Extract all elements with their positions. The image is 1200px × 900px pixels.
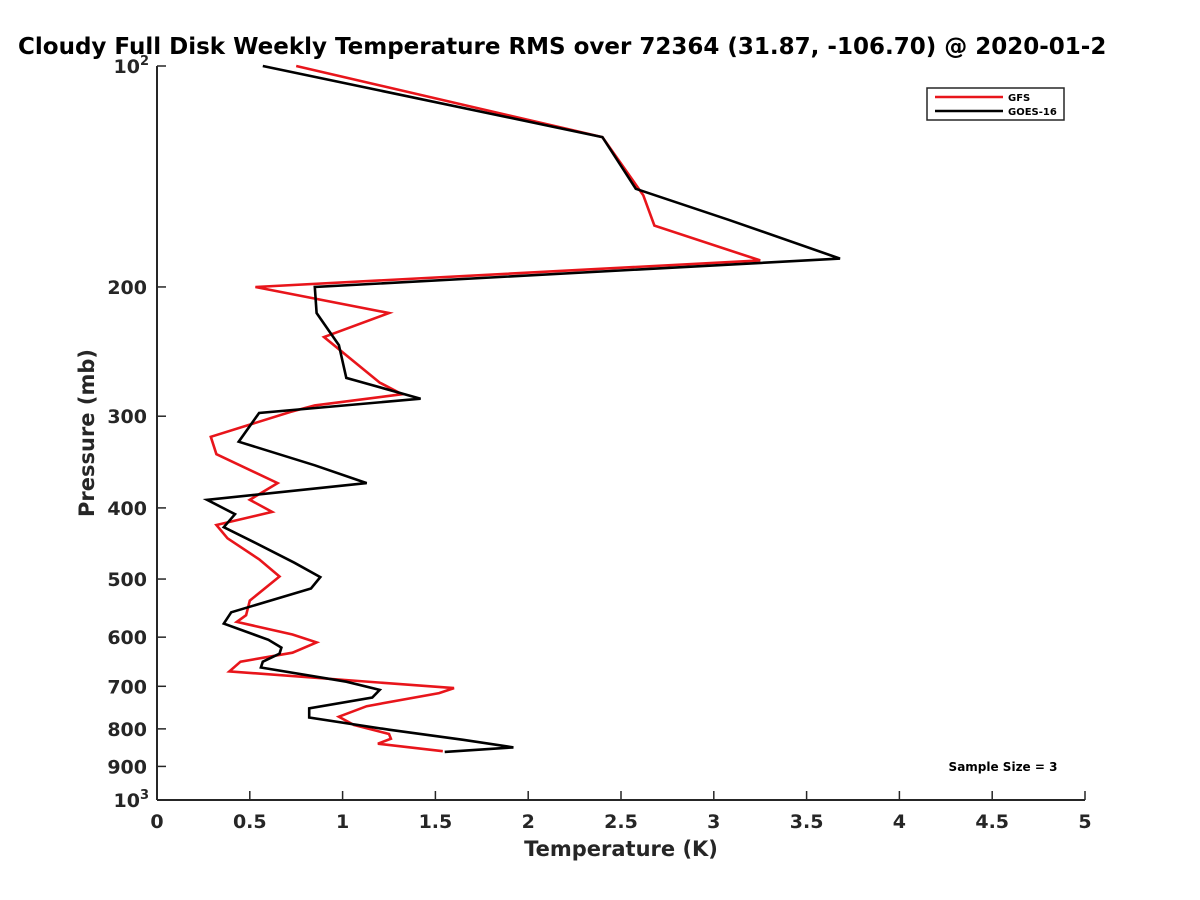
plot-area xyxy=(156,66,1085,801)
x-tick-label: 4.5 xyxy=(975,811,1009,833)
series-lines xyxy=(202,64,841,754)
y-tick-label: 900 xyxy=(107,756,147,778)
chart-title: Cloudy Full Disk Weekly Temperature RMS … xyxy=(18,34,1106,60)
x-axis-label: Temperature (K) xyxy=(524,837,718,861)
legend-box xyxy=(926,87,1065,121)
x-tick-label: 2 xyxy=(522,811,535,833)
y-tick-label: 102 xyxy=(114,54,150,78)
y-tick-label: 103 xyxy=(114,788,150,812)
x-tick-label: 0.5 xyxy=(233,811,267,833)
y-tick-label: 700 xyxy=(107,676,147,698)
x-tick-label: 3 xyxy=(707,811,720,833)
series-line-gfs xyxy=(209,64,761,753)
y-tick-label-exponent: 2 xyxy=(140,54,149,69)
legend-label-goes-16: GOES-16 xyxy=(1008,107,1057,118)
y-tick-label: 300 xyxy=(107,406,147,428)
x-tick-label: 3.5 xyxy=(790,811,824,833)
x-tick-label: 1.5 xyxy=(419,811,453,833)
sample-size-annotation: Sample Size = 3 xyxy=(949,760,1058,774)
y-tick-label: 200 xyxy=(107,277,147,299)
series-line-goes-16 xyxy=(202,64,841,754)
y-tick-label: 400 xyxy=(107,498,147,520)
y-tick-label: 600 xyxy=(107,627,147,649)
x-tick-label: 0 xyxy=(150,811,163,833)
x-tick-label: 4 xyxy=(893,811,906,833)
x-tick-label: 5 xyxy=(1078,811,1091,833)
y-tick-label-base: 10 xyxy=(114,56,140,78)
legend: GFS GOES-16 xyxy=(926,87,1065,121)
y-axis-label: Pressure (mb) xyxy=(75,349,99,517)
x-tick-label: 2.5 xyxy=(604,811,638,833)
legend-label-gfs: GFS xyxy=(1008,93,1030,104)
y-tick-label: 500 xyxy=(107,569,147,591)
x-ticks: 0 0.5 1 1.5 2 2.5 3 3.5 4 4.5 5 xyxy=(150,791,1092,833)
y-tick-label-base: 10 xyxy=(114,790,140,812)
x-tick-label: 1 xyxy=(336,811,349,833)
y-tick-label: 800 xyxy=(107,719,147,741)
y-tick-label-exponent: 3 xyxy=(140,788,149,803)
